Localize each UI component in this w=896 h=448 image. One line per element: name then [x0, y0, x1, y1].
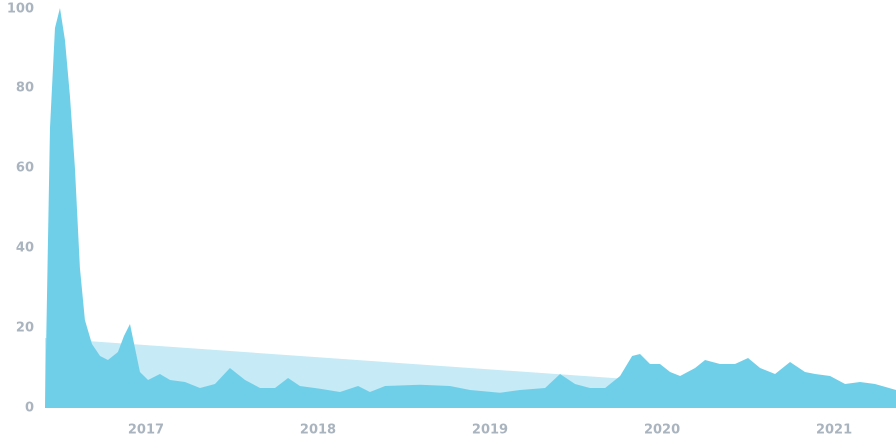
- y-tick-label: 0: [25, 401, 34, 416]
- x-tick-label: 2019: [472, 423, 508, 438]
- x-tick-label: 2017: [128, 423, 164, 438]
- x-tick-label: 2018: [300, 423, 336, 438]
- y-tick-label: 60: [16, 161, 34, 176]
- area: [45, 8, 896, 408]
- y-tick-label: 40: [16, 241, 34, 256]
- y-tick-label: 20: [16, 321, 34, 336]
- y-tick-label: 80: [16, 81, 34, 96]
- y-tick-label: 100: [7, 2, 34, 17]
- x-tick-label: 2021: [816, 423, 852, 438]
- x-tick-label: 2020: [644, 423, 680, 438]
